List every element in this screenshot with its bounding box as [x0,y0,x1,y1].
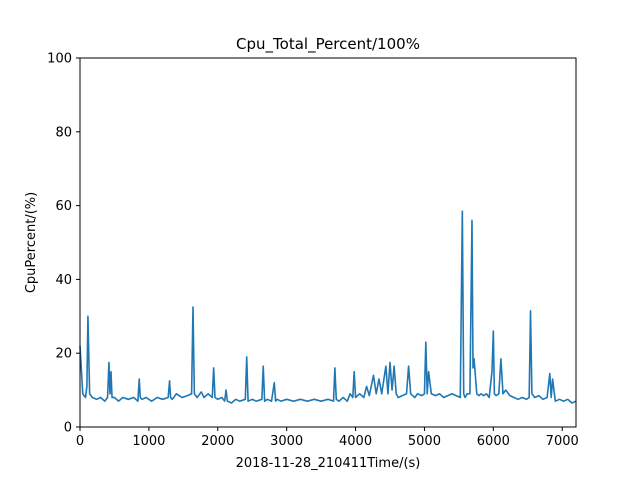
x-tick-label: 6000 [477,434,510,449]
y-tick-label: 20 [55,347,72,362]
x-tick-label: 4000 [339,434,372,449]
plot-frame [79,57,577,428]
x-axis-label: 2018-11-28_210411Time/(s) [236,456,421,471]
x-tick-label: 2000 [201,434,234,449]
y-axis-label: CpuPercent/(%) [24,192,39,293]
y-tick-label: 0 [64,421,72,436]
y-tick-label: 60 [55,199,72,214]
x-tick-label: 5000 [408,434,441,449]
cpu-series-line [79,210,577,404]
x-tick-label: 1000 [132,434,165,449]
x-tick-label: 7000 [546,434,579,449]
y-tick-label: 100 [47,52,72,67]
x-axis-ticks: 0 1000 2000 3000 4000 5000 6000 7000 [76,427,579,449]
chart-title: Cpu_Total_Percent/100% [236,35,420,54]
x-tick-label: 3000 [270,434,303,449]
y-axis-ticks: 0 20 40 60 80 100 [47,52,80,436]
y-tick-label: 40 [55,273,72,288]
x-tick-label: 0 [76,434,84,449]
y-tick-label: 80 [55,125,72,140]
